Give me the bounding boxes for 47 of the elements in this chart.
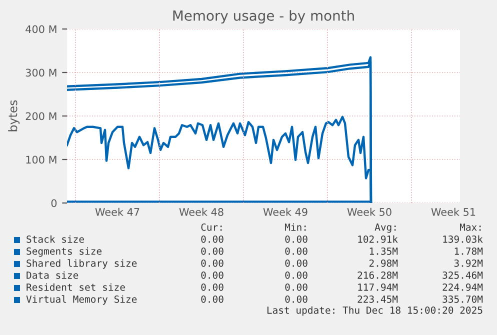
text: Min:: [284, 223, 306, 231]
x-tick-label: Week 51: [431, 208, 476, 216]
text: 0.00: [201, 295, 224, 303]
text: 0.00: [201, 247, 224, 255]
text: 1.35M: [370, 247, 398, 255]
text: 0.00: [285, 247, 308, 255]
text: 0.00: [201, 271, 224, 279]
text: 0.00: [201, 283, 224, 291]
text: 0.00: [285, 283, 308, 291]
x-tick-label: Week 47: [95, 208, 140, 216]
text: 224.94M: [442, 283, 483, 291]
text: 0.00: [285, 271, 308, 279]
text: Last update: Thu Dec 18 15:00:20 2025: [267, 306, 482, 316]
text: 335.70M: [442, 295, 483, 303]
text: 216.28M: [358, 271, 398, 279]
text: 2.98M: [369, 259, 398, 267]
text: 0.00: [285, 259, 308, 267]
y-axis-title: bytes: [8, 100, 20, 132]
legend-label: Data size: [26, 271, 78, 279]
y-tick-label: 300 M: [26, 68, 56, 77]
text: 139.03k: [443, 235, 483, 243]
text: 117.94M: [358, 283, 398, 291]
legend-label: Resident set size: [26, 283, 125, 291]
y-tick-label: 100 M: [26, 156, 56, 164]
x-tick-label: Week 50: [347, 208, 392, 216]
text: 0.00: [201, 259, 224, 267]
legend-label: Segments size: [26, 247, 102, 257]
chart-title: Memory usage - by month: [173, 10, 354, 24]
legend-label: Virtual Memory Size: [26, 295, 137, 305]
legend-label: Stack size: [26, 235, 84, 243]
x-tick-label: Week 48: [179, 208, 224, 216]
legend-label: Shared library size: [26, 259, 137, 269]
y-tick-label: 400 M: [26, 25, 56, 34]
y-tick-label: 200 M: [26, 112, 56, 120]
text: 0.00: [285, 235, 308, 243]
text: Max:: [460, 224, 481, 231]
text: 0.00: [201, 235, 224, 243]
text: 1.78M: [454, 247, 483, 255]
text: 0.00: [285, 295, 308, 303]
x-tick-label: Week 49: [263, 208, 308, 216]
text: 3.92M: [454, 259, 483, 267]
text: 223.45M: [358, 295, 398, 303]
y-tick-label: 0: [51, 199, 57, 208]
text: Cur:: [201, 223, 222, 231]
text: Avg:: [374, 224, 396, 233]
text: 102.91k: [358, 235, 398, 243]
text: 325.46M: [442, 271, 483, 279]
